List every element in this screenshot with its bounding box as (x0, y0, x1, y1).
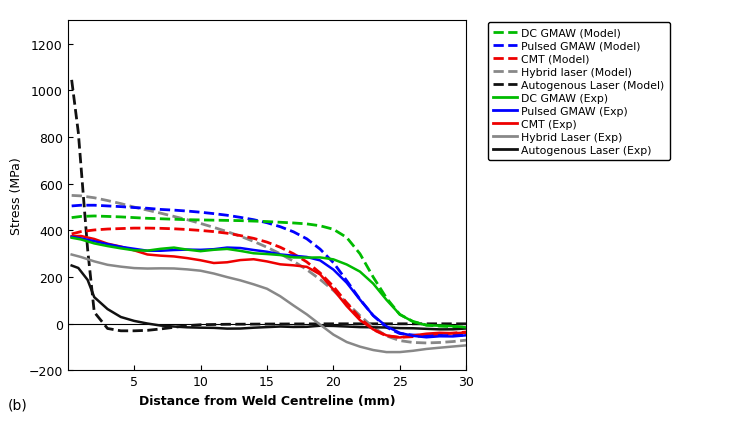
Text: (b): (b) (8, 398, 27, 412)
Legend: DC GMAW (Model), Pulsed GMAW (Model), CMT (Model), Hybrid laser (Model), Autogen: DC GMAW (Model), Pulsed GMAW (Model), CM… (487, 23, 670, 161)
Y-axis label: Stress (MPa): Stress (MPa) (10, 157, 23, 235)
X-axis label: Distance from Weld Centreline (mm): Distance from Weld Centreline (mm) (138, 394, 396, 407)
